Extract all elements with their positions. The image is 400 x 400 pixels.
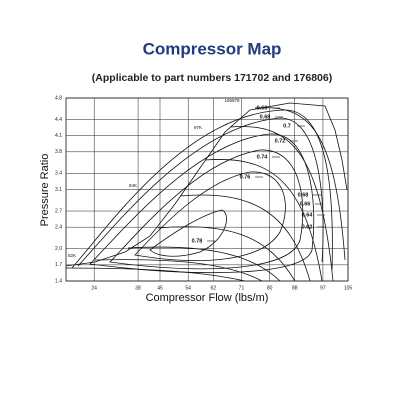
annotation: 0.72 xyxy=(275,138,286,144)
y-tick-label: 2.4 xyxy=(55,225,62,231)
efficiency-island xyxy=(71,109,333,271)
annotation: 0.66 xyxy=(257,105,268,111)
y-axis-label: Pressure Ratio xyxy=(39,154,51,227)
y-tick-label: 4.4 xyxy=(55,117,62,123)
annotation: 0.68 xyxy=(298,192,309,198)
speed-line xyxy=(127,246,281,282)
y-tick-label: 4.1 xyxy=(55,133,62,139)
y-tick-label: 2.0 xyxy=(55,246,62,252)
efficiency-island xyxy=(149,209,227,257)
y-tick-label: 4.8 xyxy=(55,95,62,101)
x-tick-label: 62 xyxy=(210,285,216,291)
y-tick-label: 3.8 xyxy=(55,149,62,155)
annotation: 0.66 xyxy=(300,201,311,207)
y-tick-label: 3.1 xyxy=(55,187,62,193)
x-tick-label: 38 xyxy=(135,285,141,291)
efficiency-island xyxy=(77,117,324,267)
efficiency-island xyxy=(109,149,304,270)
x-tick-label: 24 xyxy=(91,285,97,291)
annotation: 52K xyxy=(68,253,76,258)
efficiency-island xyxy=(134,171,286,261)
x-tick-label: 71 xyxy=(239,285,245,291)
y-tick-label: 2.7 xyxy=(55,208,62,214)
x-tick-label: 88 xyxy=(292,285,298,291)
y-tick-label: 1.7 xyxy=(55,262,62,268)
chart-subtitle: (Applicable to part numbers 171702 and 1… xyxy=(92,72,332,84)
x-tick-label: 54 xyxy=(185,285,191,291)
annotation: 0.64 xyxy=(302,212,314,218)
annotation: 97K xyxy=(194,125,202,130)
speed-line xyxy=(204,159,323,282)
y-tick-label: 1.4 xyxy=(55,278,62,284)
chart-title: Compressor Map xyxy=(143,39,282,58)
speed-line xyxy=(229,126,334,282)
speed-line xyxy=(179,194,311,282)
x-tick-label: 97 xyxy=(320,285,326,291)
annotation: 0.76 xyxy=(240,174,251,180)
map-curves xyxy=(65,102,348,282)
x-tick-label: 80 xyxy=(267,285,273,291)
annotation: 0.68 xyxy=(260,114,271,120)
speed-line xyxy=(94,259,263,282)
x-tick-label: 105 xyxy=(344,285,353,291)
annotation: 0.78 xyxy=(192,238,203,244)
annotation: 165979 xyxy=(224,98,240,103)
annotation: 0.7 xyxy=(283,123,291,129)
speed-line xyxy=(65,267,246,282)
efficiency-island xyxy=(89,133,315,273)
x-axis-label: Compressor Flow (lbs/m) xyxy=(146,292,269,304)
annotation: 0.62 xyxy=(302,224,313,230)
y-tick-label: 3.4 xyxy=(55,171,62,177)
annotation: 0.74 xyxy=(257,154,269,160)
annotation: 84K xyxy=(129,183,137,188)
x-tick-label: 45 xyxy=(157,285,163,291)
surge-line xyxy=(65,102,348,267)
